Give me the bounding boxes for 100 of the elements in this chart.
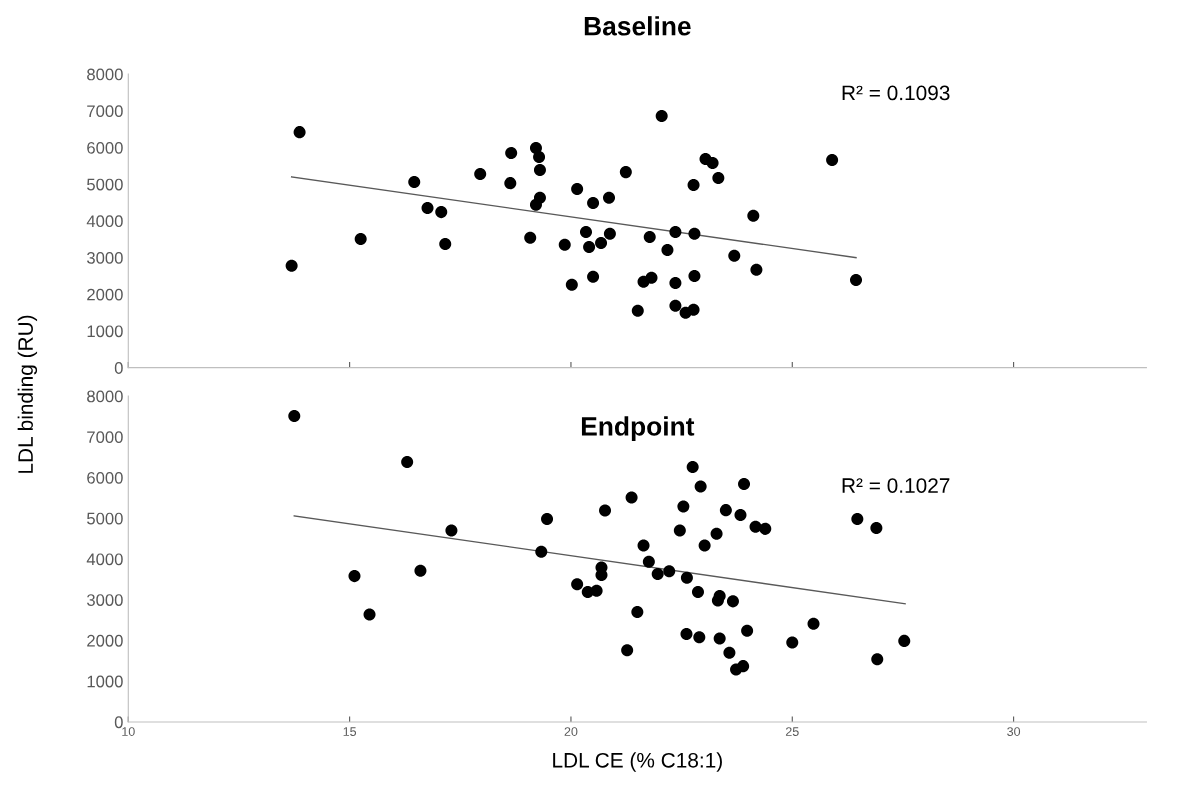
point [535, 545, 548, 558]
y-tick-label: 6000 [87, 471, 123, 484]
y-tick-label: 5000 [87, 512, 123, 525]
point [571, 182, 584, 196]
x-tick-label: 30 [1007, 727, 1021, 736]
y-tick-label: 8000 [87, 68, 123, 81]
point [693, 631, 706, 644]
point [541, 513, 554, 526]
point [737, 660, 750, 673]
point [631, 304, 644, 317]
point [655, 109, 668, 122]
y-axis-title: LDL binding (RU) [17, 315, 38, 473]
point [474, 167, 487, 180]
point [871, 653, 884, 666]
point [651, 568, 664, 581]
point [710, 527, 723, 540]
point [741, 624, 754, 637]
point [723, 646, 736, 659]
point [680, 627, 693, 640]
annotation: R² = 0.1027 [842, 478, 950, 493]
point [583, 240, 596, 253]
point [786, 636, 799, 649]
point [631, 605, 644, 618]
point [439, 238, 452, 251]
point [686, 460, 699, 473]
point [435, 206, 448, 219]
point [533, 151, 546, 164]
point [851, 513, 864, 526]
point [850, 273, 863, 286]
point [694, 480, 707, 493]
point [445, 524, 458, 537]
point [587, 270, 600, 283]
point [421, 202, 434, 215]
annotation: R² = 0.1093 [842, 85, 950, 101]
point [807, 617, 820, 630]
point [579, 225, 593, 238]
y-tick-label: 7000 [87, 105, 123, 118]
point [759, 522, 772, 535]
point [285, 259, 298, 272]
point [661, 243, 674, 256]
point [712, 171, 725, 185]
point [734, 509, 747, 522]
x-tick-label: 20 [564, 727, 578, 736]
point [750, 263, 763, 276]
point [719, 504, 732, 517]
point [691, 585, 704, 599]
y-tick-label: 4000 [86, 553, 123, 566]
point [414, 564, 427, 577]
point [669, 276, 682, 289]
point [505, 147, 518, 160]
point [687, 303, 700, 316]
point [619, 166, 632, 179]
x-axis-title: LDL CE (% C18:1) [553, 752, 722, 772]
point [726, 595, 739, 608]
point [595, 236, 608, 249]
point [565, 278, 578, 291]
point [401, 456, 414, 469]
point [621, 644, 634, 657]
point [504, 177, 517, 190]
point [673, 524, 686, 537]
point [288, 410, 301, 423]
point [680, 571, 693, 584]
point [587, 196, 600, 209]
point [625, 491, 638, 504]
point [669, 225, 682, 238]
point [826, 154, 839, 167]
point [643, 231, 656, 244]
point [898, 634, 911, 647]
point [663, 565, 676, 578]
point [687, 178, 700, 191]
y-tick-label: 2000 [87, 288, 123, 301]
point [637, 539, 650, 552]
point [408, 176, 421, 189]
y-tick-label: 2000 [87, 634, 123, 647]
point [599, 504, 612, 517]
point [713, 632, 726, 645]
point [529, 198, 542, 211]
y-tick-label: 6000 [87, 141, 123, 154]
point [571, 578, 584, 591]
chart-title: Baseline [584, 16, 691, 36]
point [688, 269, 701, 282]
point [348, 570, 361, 583]
x-tick-label: 15 [343, 727, 357, 736]
point [642, 555, 655, 568]
point [738, 478, 751, 491]
point [363, 608, 376, 621]
y-tick-label: 3000 [86, 252, 123, 264]
y-tick-label: 7000 [87, 431, 123, 444]
x-tick-label: 10 [122, 727, 135, 736]
y-tick-label: 3000 [86, 594, 123, 606]
y-tick-label: 0 [114, 362, 123, 374]
point [688, 227, 701, 240]
point [728, 249, 741, 262]
point [603, 191, 616, 204]
point [603, 227, 616, 240]
point [698, 539, 711, 552]
y-tick-label: 4000 [86, 215, 123, 228]
point [558, 238, 571, 251]
point [293, 126, 306, 139]
y-tick-label: 1000 [87, 675, 123, 688]
